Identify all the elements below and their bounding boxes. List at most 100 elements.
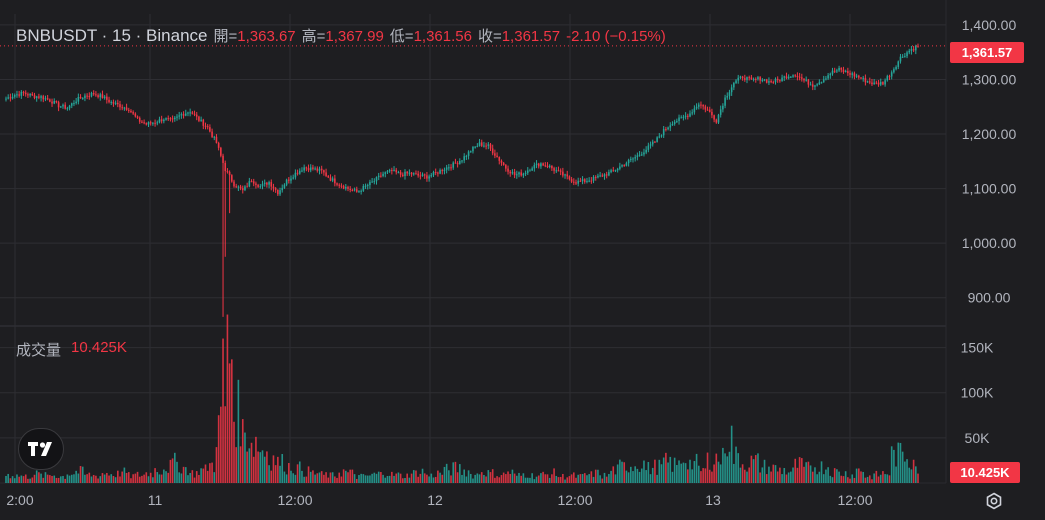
volume-bar [92, 474, 95, 483]
volume-bar [108, 475, 110, 483]
candle-body [847, 71, 849, 74]
candle-body [382, 173, 384, 177]
volume-bar [811, 471, 814, 483]
volume-bar [658, 459, 661, 483]
candle-body [801, 77, 803, 79]
candle-body [408, 172, 411, 174]
candle-body [143, 122, 145, 124]
candle-body [423, 174, 426, 176]
volume-bar [660, 464, 663, 483]
candle-body [355, 189, 358, 192]
volume-bar [836, 469, 838, 483]
volume-bar [825, 469, 827, 483]
candle-body [121, 107, 123, 109]
candle-body [555, 170, 558, 172]
volume-bar [886, 474, 889, 483]
candle-body [160, 119, 163, 122]
volume-bar [165, 471, 167, 483]
candle-body [700, 104, 702, 106]
candle-body [697, 104, 700, 107]
candle-body [432, 171, 435, 176]
volume-bar [42, 477, 45, 483]
volume-bar [476, 473, 479, 483]
volume-bar [568, 476, 571, 483]
candle-body [198, 116, 200, 121]
candle-body [329, 177, 332, 181]
candle-body [761, 80, 764, 82]
candle-body [51, 101, 53, 104]
candle-body [597, 175, 599, 178]
volume-bar [369, 475, 371, 483]
volume-bar [877, 476, 880, 483]
candle-body [864, 77, 867, 83]
candle-body [645, 149, 647, 153]
volume-bar [426, 474, 428, 483]
volume-bar [765, 474, 768, 483]
volume-bar [737, 453, 740, 483]
candle-body [141, 121, 143, 123]
symbol-title[interactable]: BNBUSDT · 15 · Binance [16, 26, 208, 45]
volume-bar [632, 471, 634, 483]
candle-body [748, 77, 750, 79]
volume-bar [566, 477, 569, 483]
volume-bar [222, 338, 224, 483]
candle-body [152, 122, 154, 124]
volume-bar [772, 464, 775, 483]
volume-bar [294, 474, 297, 483]
candle-body [526, 170, 529, 173]
candle-body [303, 167, 305, 171]
volume-bar [502, 472, 505, 483]
candle-body [430, 175, 433, 177]
candle-body [312, 167, 314, 170]
volume-label[interactable]: 成交量 [16, 342, 62, 359]
candle-body [822, 79, 825, 83]
candle-body [669, 125, 672, 128]
volume-bar [509, 473, 512, 483]
volume-bar [746, 471, 748, 483]
candle-body [108, 99, 110, 103]
candle-body [610, 170, 612, 173]
candle-body [193, 113, 196, 115]
candle-body [706, 109, 709, 111]
volume-bar [500, 475, 503, 483]
candle-body [123, 107, 126, 109]
candle-body [391, 170, 393, 172]
open-value: 1,363.67 [237, 28, 296, 45]
candle-body [873, 82, 875, 85]
volume-bar [531, 473, 533, 483]
y-tick-label: 1,000.00 [962, 235, 1017, 251]
volume-bar [505, 474, 507, 483]
volume-bar [715, 453, 718, 483]
candle-body [174, 117, 176, 120]
high-label: 高= [301, 28, 326, 45]
candle-body [608, 172, 610, 176]
candle-body [112, 101, 115, 104]
volume-bar [239, 446, 242, 483]
tradingview-logo-icon[interactable] [18, 428, 64, 470]
volume-bar [673, 457, 676, 483]
volume-bar [684, 463, 687, 483]
candle-body [314, 168, 316, 170]
volume-bar [176, 461, 178, 483]
volume-bar [417, 476, 419, 483]
gear-icon[interactable] [984, 491, 1004, 511]
candle-body [437, 172, 439, 174]
candle-body [448, 167, 450, 169]
candle-body [774, 78, 777, 82]
volume-bar [364, 475, 367, 483]
last-price-tag: 1,361.57 [950, 42, 1024, 63]
volume-bar [717, 461, 720, 483]
volume-bar [380, 472, 382, 483]
candle-body [22, 91, 25, 93]
x-tick-label: 12:00 [557, 492, 592, 508]
candle-body [849, 73, 851, 75]
volume-bar [827, 467, 829, 483]
volume-bar [796, 467, 799, 483]
candle-body [347, 187, 349, 189]
volume-bar [452, 462, 455, 483]
candle-body [195, 114, 198, 117]
volume-bar [136, 471, 139, 483]
candle-body [601, 175, 604, 177]
candle-body [573, 181, 575, 183]
